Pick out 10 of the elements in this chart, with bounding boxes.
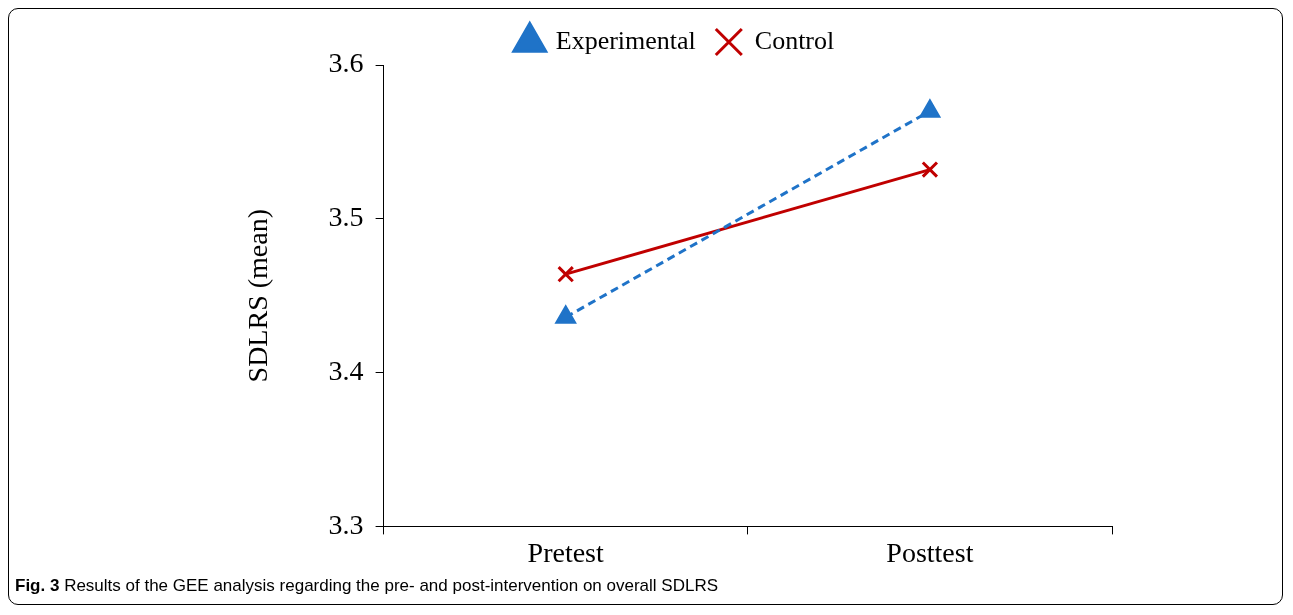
y-tick-label: 3.5 [328, 201, 364, 233]
y-tick-label: 3.6 [328, 47, 364, 79]
legend-label: Experimental [555, 25, 696, 55]
y-tick-label: 3.4 [328, 354, 364, 386]
y-tick-label: 3.3 [328, 508, 364, 540]
y-axis-title: SDLRS (mean) [242, 208, 274, 383]
x-tick-label: Posttest [886, 536, 974, 568]
x-tick-label: Pretest [527, 536, 605, 568]
legend-label: Control [754, 25, 835, 55]
caption: Fig. 3 Results of the GEE analysis regarding the pre- and post-intervention on overall SDLRS [14, 575, 720, 597]
